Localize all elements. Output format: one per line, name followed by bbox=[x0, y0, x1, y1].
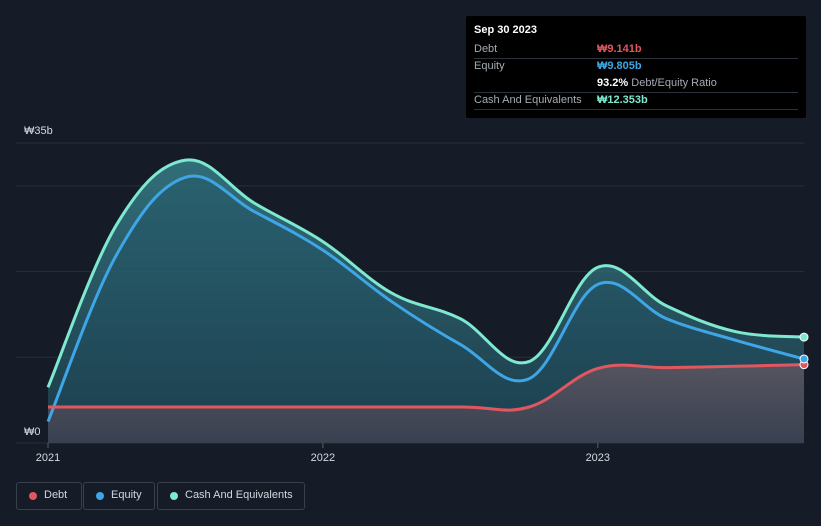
debt-dot-icon bbox=[29, 492, 37, 500]
debt-area bbox=[48, 364, 804, 443]
y-tick-label-1: ₩0 bbox=[24, 426, 41, 438]
equity-line bbox=[46, 174, 805, 423]
cash-line bbox=[46, 158, 805, 388]
tooltip-debt-label: Debt bbox=[474, 43, 498, 55]
legend-item-equity[interactable]: Equity bbox=[83, 482, 155, 510]
legend-label-equity: Equity bbox=[111, 489, 142, 501]
legend-label-cash: Cash And Equivalents bbox=[185, 489, 293, 501]
tooltip-ratio-value: 93.2% bbox=[597, 77, 629, 89]
x-tick-label-0: 2021 bbox=[36, 452, 60, 464]
equity-dot-icon bbox=[96, 492, 104, 500]
tooltip-debt-value: ₩9.141b bbox=[597, 43, 642, 55]
tooltip-row-debt: Debt ₩9.141b bbox=[474, 41, 798, 59]
tooltip-ratio: 93.2% Debt/Equity Ratio bbox=[597, 77, 717, 89]
tooltip-panel: Sep 30 2023 Debt ₩9.141b Equity ₩9.805b … bbox=[466, 16, 806, 118]
tooltip-row-cash: Cash And Equivalents ₩12.353b bbox=[474, 92, 798, 110]
legend-item-cash[interactable]: Cash And Equivalents bbox=[157, 482, 305, 510]
legend-label-debt: Debt bbox=[44, 489, 68, 501]
tooltip-cash-value: ₩12.353b bbox=[597, 94, 648, 106]
tooltip-equity-value: ₩9.805b bbox=[597, 60, 642, 72]
equity-end-marker bbox=[799, 354, 809, 364]
tooltip-row-equity: Equity ₩9.805b bbox=[474, 58, 798, 75]
tooltip-row-ratio: 93.2% Debt/Equity Ratio bbox=[474, 75, 798, 93]
x-tick-label-1: 2022 bbox=[311, 452, 335, 464]
cash-dot-icon bbox=[170, 492, 178, 500]
x-tick-label-2: 2023 bbox=[586, 452, 610, 464]
legend-item-debt[interactable]: Debt bbox=[16, 482, 82, 510]
debt-line bbox=[47, 363, 805, 412]
tooltip-cash-label: Cash And Equivalents bbox=[474, 94, 582, 106]
tooltip-equity-label: Equity bbox=[474, 60, 505, 72]
y-tick-label-0: ₩35b bbox=[24, 125, 53, 137]
tooltip-date: Sep 30 2023 bbox=[474, 24, 537, 36]
cash-end-marker bbox=[799, 332, 809, 342]
tooltip-ratio-label: Debt/Equity Ratio bbox=[631, 77, 717, 89]
